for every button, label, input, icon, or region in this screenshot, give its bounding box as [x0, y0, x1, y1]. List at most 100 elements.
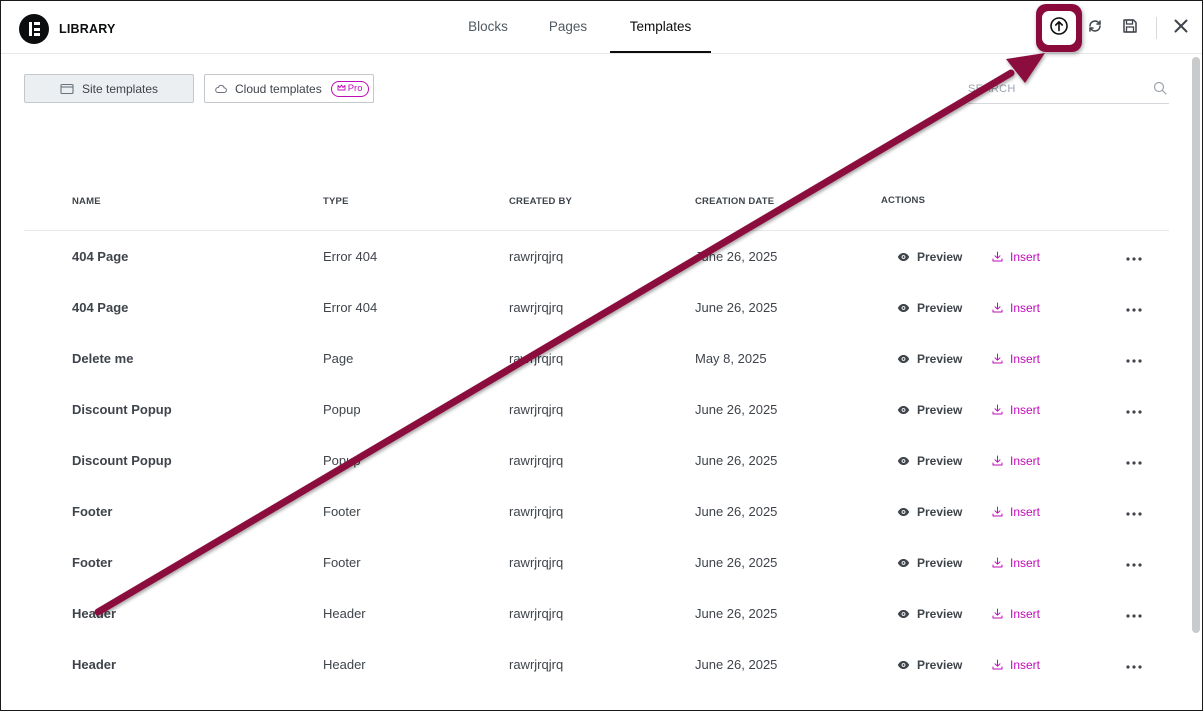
more-options-button[interactable] [1122, 384, 1146, 435]
tab-templates[interactable]: Templates [610, 1, 711, 53]
tab-blocks[interactable]: Blocks [468, 19, 508, 34]
more-options-button[interactable] [1122, 537, 1146, 588]
preview-button[interactable]: Preview [897, 588, 962, 639]
preview-button[interactable]: Preview [897, 639, 962, 690]
template-date: June 26, 2025 [695, 504, 778, 519]
template-author: rawrjrqjrq [509, 555, 564, 570]
insert-button[interactable]: Insert [992, 435, 1040, 486]
template-date: June 26, 2025 [695, 249, 778, 264]
column-header-created-by[interactable]: CREATED BY [509, 196, 573, 207]
ellipsis-icon [1126, 350, 1142, 368]
insert-button[interactable]: Insert [992, 639, 1040, 690]
template-type: Header [323, 606, 366, 621]
eye-icon [897, 558, 910, 568]
scrollbar[interactable] [1192, 57, 1200, 633]
more-options-button[interactable] [1122, 231, 1146, 282]
eye-icon [897, 609, 910, 619]
more-options-button[interactable] [1122, 486, 1146, 537]
more-options-button[interactable] [1122, 588, 1146, 639]
table-row: Header Header rawrjrqjrq June 26, 2025 Previ… [24, 639, 1169, 690]
template-type: Error 404 [323, 249, 378, 264]
preview-button[interactable]: Preview [897, 231, 962, 282]
insert-label: Insert [1010, 453, 1041, 468]
table-row: Discount Popup Popup rawrjrqjrq June 26, 20… [24, 435, 1169, 486]
column-header-name[interactable]: NAME [72, 196, 101, 207]
preview-label: Preview [917, 249, 963, 264]
sync-button[interactable] [1080, 13, 1110, 43]
eye-icon [897, 252, 910, 262]
cloud-templates-label: Cloud templates [235, 81, 322, 96]
template-author: rawrjrqjrq [509, 504, 564, 519]
template-name: Discount Popup [72, 402, 172, 417]
ellipsis-icon [1126, 554, 1142, 572]
save-button[interactable] [1115, 13, 1145, 43]
more-options-button[interactable] [1122, 282, 1146, 333]
pro-badge-label: Pro [347, 83, 363, 94]
column-header-creation-date[interactable]: CREATION DATE [695, 196, 775, 207]
template-name: Header [72, 606, 117, 621]
template-type: Footer [323, 504, 361, 519]
upload-button[interactable] [1042, 11, 1076, 45]
cloud-templates-button[interactable]: Cloud templates Pro [204, 74, 374, 103]
search-icon[interactable] [1153, 81, 1167, 100]
template-date: May 8, 2025 [695, 351, 767, 366]
insert-button[interactable]: Insert [992, 588, 1040, 639]
template-author: rawrjrqjrq [509, 300, 564, 315]
download-icon [992, 455, 1003, 466]
save-icon [1122, 18, 1138, 39]
crown-icon [337, 83, 346, 94]
preview-button[interactable]: Preview [897, 537, 962, 588]
template-type: Footer [323, 555, 361, 570]
more-options-button[interactable] [1122, 639, 1146, 690]
preview-button[interactable]: Preview [897, 435, 962, 486]
insert-button[interactable]: Insert [992, 333, 1040, 384]
template-type: Popup [323, 402, 361, 417]
template-type: Header [323, 657, 366, 672]
table-row: Discount Popup Popup rawrjrqjrq June 26, 20… [24, 384, 1169, 435]
insert-button[interactable]: Insert [992, 282, 1040, 333]
download-icon [992, 608, 1003, 619]
insert-label: Insert [1010, 606, 1041, 621]
table-row: Footer Footer rawrjrqjrq June 26, 2025 Previ… [24, 486, 1169, 537]
insert-label: Insert [1010, 249, 1041, 264]
search-input[interactable] [968, 79, 1143, 99]
table-row: Footer Footer rawrjrqjrq June 26, 2025 Previ… [24, 537, 1169, 588]
close-button[interactable] [1166, 13, 1196, 43]
template-name: Discount Popup [72, 453, 172, 468]
download-icon [992, 251, 1003, 262]
eye-icon [897, 354, 910, 364]
column-header-type[interactable]: TYPE [323, 196, 349, 207]
ellipsis-icon [1126, 401, 1142, 419]
folder-icon [60, 83, 74, 95]
insert-label: Insert [1010, 504, 1041, 519]
eye-icon [897, 507, 910, 517]
preview-label: Preview [917, 351, 963, 366]
template-date: June 26, 2025 [695, 300, 778, 315]
elementor-logo-icon [19, 14, 49, 44]
more-options-button[interactable] [1122, 435, 1146, 486]
template-type: Error 404 [323, 300, 378, 315]
more-options-button[interactable] [1122, 333, 1146, 384]
tab-pages[interactable]: Pages [548, 19, 588, 34]
preview-button[interactable]: Preview [897, 486, 962, 537]
library-title: LIBRARY [59, 22, 116, 36]
download-icon [992, 659, 1003, 670]
table-header: NAME TYPE CREATED BY CREATION DATE ACTIO… [24, 176, 1169, 231]
preview-button[interactable]: Preview [897, 333, 962, 384]
insert-button[interactable]: Insert [992, 486, 1040, 537]
insert-button[interactable]: Insert [992, 231, 1040, 282]
insert-label: Insert [1010, 300, 1041, 315]
template-date: June 26, 2025 [695, 555, 778, 570]
site-templates-button[interactable]: Site templates [24, 74, 194, 103]
insert-button[interactable]: Insert [992, 384, 1040, 435]
preview-button[interactable]: Preview [897, 282, 962, 333]
eye-icon [897, 405, 910, 415]
preview-button[interactable]: Preview [897, 384, 962, 435]
column-header-actions: ACTIONS [881, 195, 926, 206]
insert-button[interactable]: Insert [992, 537, 1040, 588]
table-row: Delete me Page rawrjrqjrq May 8, 2025 Previe… [24, 333, 1169, 384]
template-author: rawrjrqjrq [509, 351, 564, 366]
pro-badge: Pro [330, 80, 369, 97]
preview-label: Preview [917, 300, 963, 315]
